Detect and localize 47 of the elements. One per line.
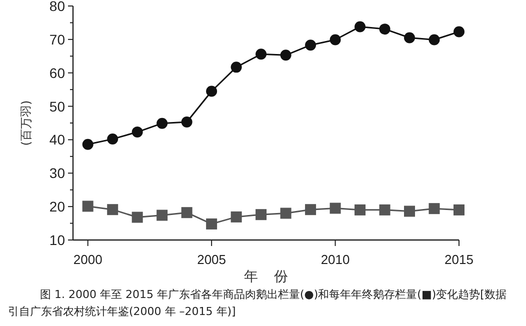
point (181, 207, 192, 218)
point (156, 210, 168, 221)
caption: 图 1. 2000 年至 2015 年广东省各年商品肉鹅出栏量(●)和每年年终鹅存栏量(■)变化趋势[数据引自广东省农村统计年鉴(2000 年 –2015 年)] (8, 287, 508, 320)
point (428, 34, 440, 46)
point (82, 138, 94, 150)
point (454, 26, 464, 38)
point (107, 134, 118, 145)
point (379, 204, 390, 216)
point (330, 34, 341, 46)
point (230, 211, 242, 222)
point (280, 50, 292, 61)
point (280, 208, 292, 219)
y-tick-label: 70 (49, 31, 66, 48)
point (230, 62, 242, 73)
x-tick-label: 2015 (444, 252, 474, 267)
point (305, 40, 316, 51)
y-tick-label: 50 (49, 98, 66, 114)
y-tick-label: 80 (49, 0, 66, 14)
point (156, 118, 168, 129)
y-tick-label: 20 (49, 198, 66, 215)
y-tick-label: 30 (49, 165, 66, 182)
x-tick-label: 2000 (73, 252, 102, 267)
y-tick-label: 40 (49, 132, 66, 148)
x-tick-label: 2005 (197, 252, 226, 267)
point (256, 209, 267, 220)
point (404, 32, 416, 44)
point (354, 204, 366, 216)
y-axis-title: (百万羽) (19, 100, 33, 146)
point (454, 204, 464, 216)
x-tick-label: 2010 (320, 252, 350, 267)
point (132, 126, 143, 138)
y-tick-label: 60 (49, 64, 66, 81)
point (82, 200, 94, 212)
point (305, 204, 316, 216)
x-axis-title: 年 份 (242, 268, 290, 286)
point (206, 218, 218, 230)
point (330, 202, 341, 214)
point (206, 86, 218, 97)
point (181, 116, 192, 128)
point (379, 24, 390, 35)
point (404, 206, 416, 217)
point (107, 204, 118, 216)
point (132, 212, 143, 223)
point (256, 48, 267, 60)
point (354, 21, 366, 32)
y-tick-label: 10 (49, 232, 66, 248)
point (428, 203, 440, 214)
